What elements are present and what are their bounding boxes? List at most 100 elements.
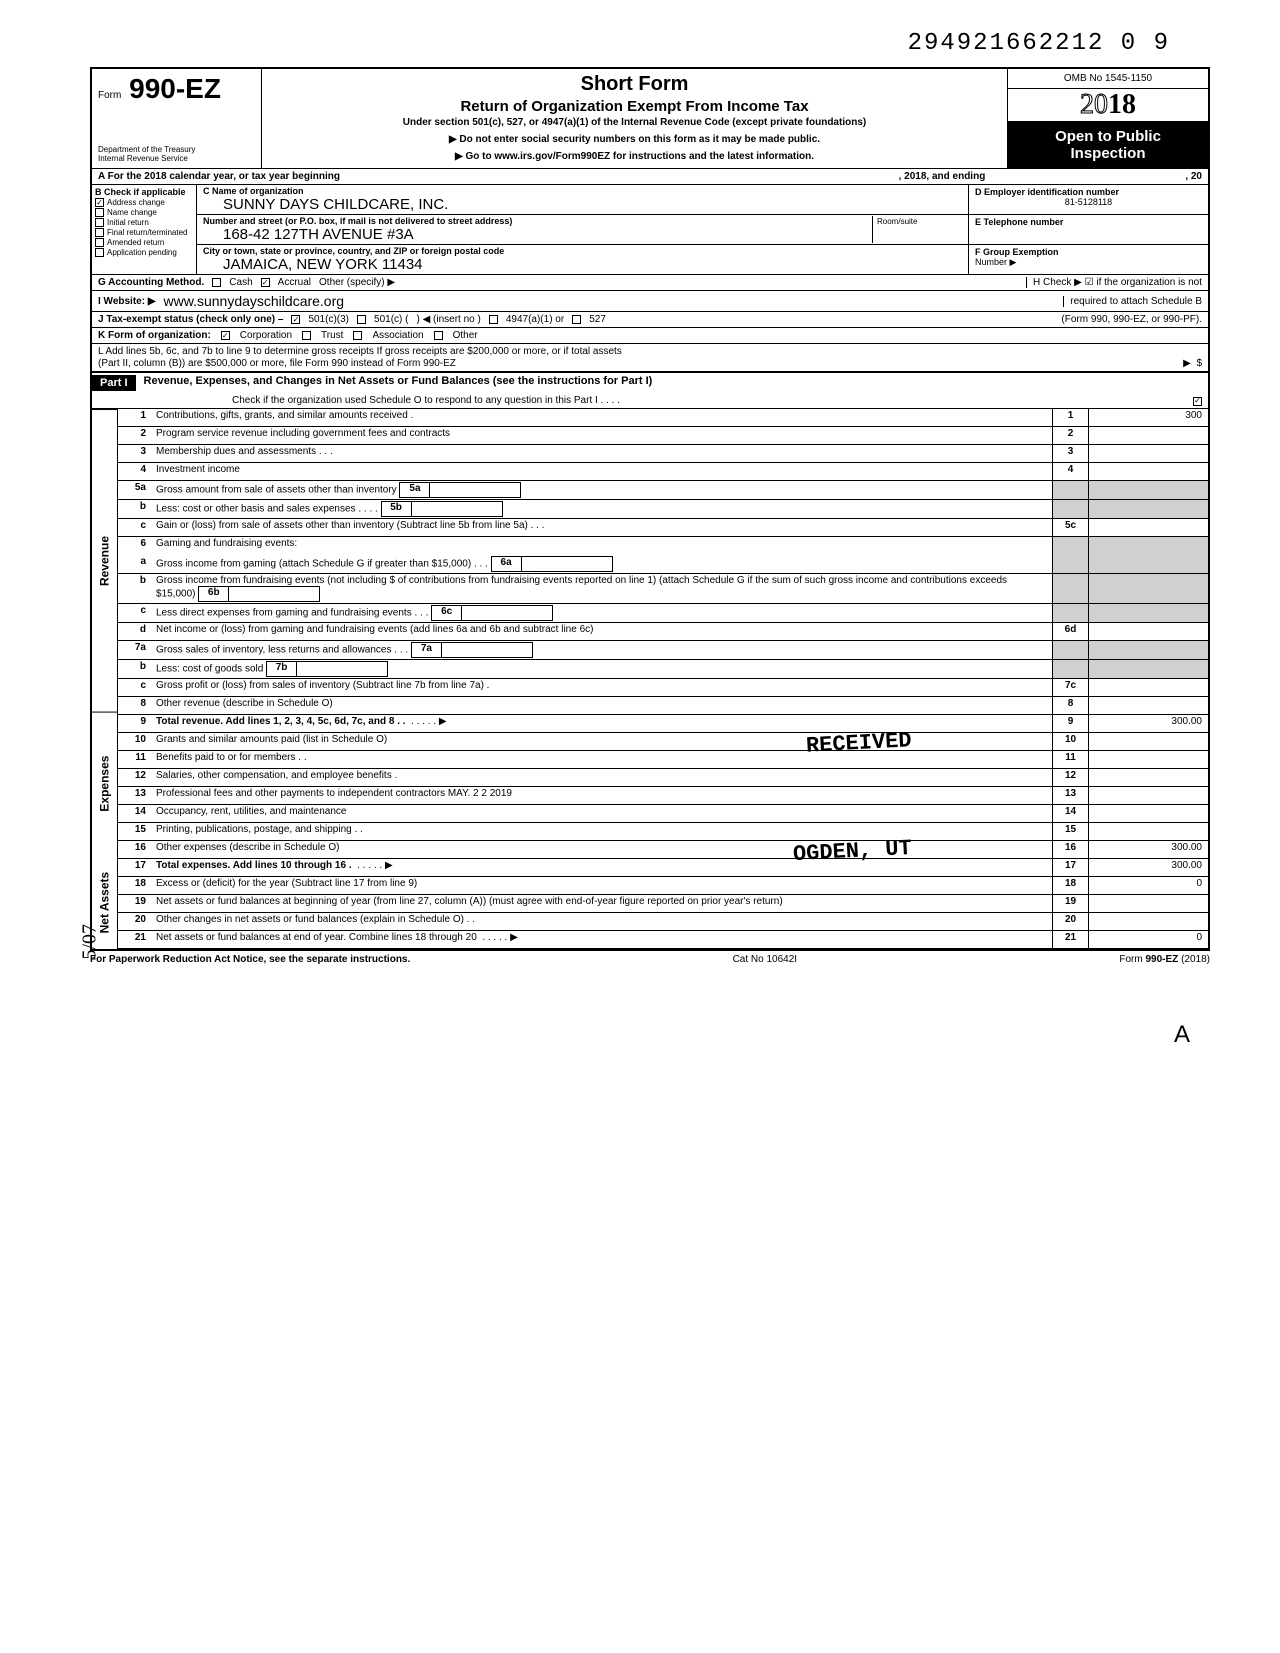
501c-checkbox[interactable] xyxy=(357,315,366,324)
4947-checkbox[interactable] xyxy=(489,315,498,324)
line-row: cGross profit or (loss) from sales of in… xyxy=(118,679,1208,697)
room-suite: Room/suite xyxy=(872,216,962,243)
line-number: 3 xyxy=(118,445,152,462)
other-checkbox[interactable] xyxy=(434,331,443,340)
corp-checkbox[interactable]: ✓ xyxy=(221,331,230,340)
right-line-value xyxy=(1088,697,1208,714)
line-row: 7aGross sales of inventory, less returns… xyxy=(118,641,1208,660)
right-line-value xyxy=(1088,805,1208,822)
b-check-item: Initial return xyxy=(95,218,193,227)
accrual-checkbox[interactable]: ✓ xyxy=(261,278,270,287)
line-description: Net assets or fund balances at beginning… xyxy=(152,895,1052,912)
line-description: Gross sales of inventory, less returns a… xyxy=(152,641,1052,659)
line-row: 6Gaming and fundraising events: xyxy=(118,537,1208,555)
right-line-number xyxy=(1052,641,1088,659)
line-row: 20Other changes in net assets or fund ba… xyxy=(118,913,1208,931)
title-cell: Short Form Return of Organization Exempt… xyxy=(262,69,1008,168)
inner-amount-box: 5b xyxy=(381,501,503,517)
line-number: 20 xyxy=(118,913,152,930)
right-line-number xyxy=(1052,574,1088,603)
line-number: 4 xyxy=(118,463,152,480)
line-description: Other changes in net assets or fund bala… xyxy=(152,913,1052,930)
paperwork-notice: For Paperwork Reduction Act Notice, see … xyxy=(90,954,410,965)
c-column: C Name of organization SUNNY DAYS CHILDC… xyxy=(197,185,968,274)
line-number: b xyxy=(118,574,152,603)
line-description: Total revenue. Add lines 1, 2, 3, 4, 5c,… xyxy=(152,715,1052,732)
line-description: Grants and similar amounts paid (list in… xyxy=(152,733,1052,750)
right-line-value xyxy=(1088,787,1208,804)
line-row: 4Investment income4 xyxy=(118,463,1208,481)
right-line-number xyxy=(1052,537,1088,555)
line-description: Occupancy, rent, utilities, and maintena… xyxy=(152,805,1052,822)
right-line-value xyxy=(1088,913,1208,930)
b-check-label: Initial return xyxy=(107,218,149,227)
line-row: 12Salaries, other compensation, and empl… xyxy=(118,769,1208,787)
b-check-label: Address change xyxy=(107,198,165,207)
line-number: 5a xyxy=(118,481,152,499)
right-line-number: 4 xyxy=(1052,463,1088,480)
line-row: 2Program service revenue including gover… xyxy=(118,427,1208,445)
line-number: 15 xyxy=(118,823,152,840)
right-line-value xyxy=(1088,481,1208,499)
line-number: 1 xyxy=(118,409,152,426)
form-number: 990-EZ xyxy=(129,73,221,104)
b-check-item: Final return/terminated xyxy=(95,228,193,237)
line-description: Other revenue (describe in Schedule O) xyxy=(152,697,1052,714)
schedule-o-checkbox[interactable]: ✓ xyxy=(1193,397,1202,406)
right-line-value xyxy=(1088,823,1208,840)
right-line-number xyxy=(1052,500,1088,518)
right-line-number: 3 xyxy=(1052,445,1088,462)
handwritten-date: 5/07 xyxy=(79,0,102,1010)
right-line-value xyxy=(1088,445,1208,462)
inner-amount-box: 6a xyxy=(491,556,613,572)
line-number: 21 xyxy=(118,931,152,948)
assoc-checkbox[interactable] xyxy=(353,331,362,340)
city-label: City or town, state or province, country… xyxy=(203,246,962,256)
line-row: 5aGross amount from sale of assets other… xyxy=(118,481,1208,500)
line-description: Benefits paid to or for members . . xyxy=(152,751,1052,768)
k-form-org-row: K Form of organization: ✓Corporation Tru… xyxy=(90,327,1210,343)
b-check-label: Name change xyxy=(107,208,157,217)
right-line-value xyxy=(1088,660,1208,678)
j-tax-status-row: J Tax-exempt status (check only one) – ✓… xyxy=(90,311,1210,327)
line-row: 15Printing, publications, postage, and s… xyxy=(118,823,1208,841)
line-description: Other expenses (describe in Schedule O)O… xyxy=(152,841,1052,858)
right-line-number: 5c xyxy=(1052,519,1088,536)
line-number: 7a xyxy=(118,641,152,659)
501c3-checkbox[interactable]: ✓ xyxy=(291,315,300,324)
right-line-value xyxy=(1088,519,1208,536)
h-check: H Check ▶ ☑ if the organization is not xyxy=(1026,277,1202,288)
main-grid: Revenue Expenses Net Assets 1Contributio… xyxy=(90,409,1210,951)
form-ref: Form 990-EZ (2018) xyxy=(1119,954,1210,965)
line-row: 13Professional fees and other payments t… xyxy=(118,787,1208,805)
right-line-value xyxy=(1088,604,1208,622)
b-check-label: Application pending xyxy=(107,248,177,257)
line-row: 18Excess or (deficit) for the year (Subt… xyxy=(118,877,1208,895)
line-description: Total expenses. Add lines 10 through 16 … xyxy=(152,859,1052,876)
right-line-number: 16 xyxy=(1052,841,1088,858)
subtitle: Under section 501(c), 527, or 4947(a)(1)… xyxy=(266,117,1003,128)
cash-checkbox[interactable] xyxy=(212,278,221,287)
b-check-item: Amended return xyxy=(95,238,193,247)
right-line-value xyxy=(1088,641,1208,659)
line-description: Gross amount from sale of assets other t… xyxy=(152,481,1052,499)
line-number: c xyxy=(118,519,152,536)
right-line-value xyxy=(1088,895,1208,912)
trust-checkbox[interactable] xyxy=(302,331,311,340)
omb-number: OMB No 1545-1150 xyxy=(1008,69,1208,89)
open-to-public: Open to Public Inspection xyxy=(1008,122,1208,168)
form-prefix: Form xyxy=(98,90,121,101)
527-checkbox[interactable] xyxy=(572,315,581,324)
line-number: 6 xyxy=(118,537,152,555)
line-row: cLess direct expenses from gaming and fu… xyxy=(118,604,1208,623)
line-number: 11 xyxy=(118,751,152,768)
line-number: d xyxy=(118,623,152,640)
line-number: b xyxy=(118,500,152,518)
right-line-value: 0 xyxy=(1088,877,1208,894)
right-line-number: 8 xyxy=(1052,697,1088,714)
city-value: JAMAICA, NEW YORK 11434 xyxy=(203,256,962,273)
cat-number: Cat No 10642I xyxy=(733,954,798,965)
line-row: 8Other revenue (describe in Schedule O)8 xyxy=(118,697,1208,715)
line-number: 19 xyxy=(118,895,152,912)
part1-title-row: Part I Revenue, Expenses, and Changes in… xyxy=(90,373,1210,393)
